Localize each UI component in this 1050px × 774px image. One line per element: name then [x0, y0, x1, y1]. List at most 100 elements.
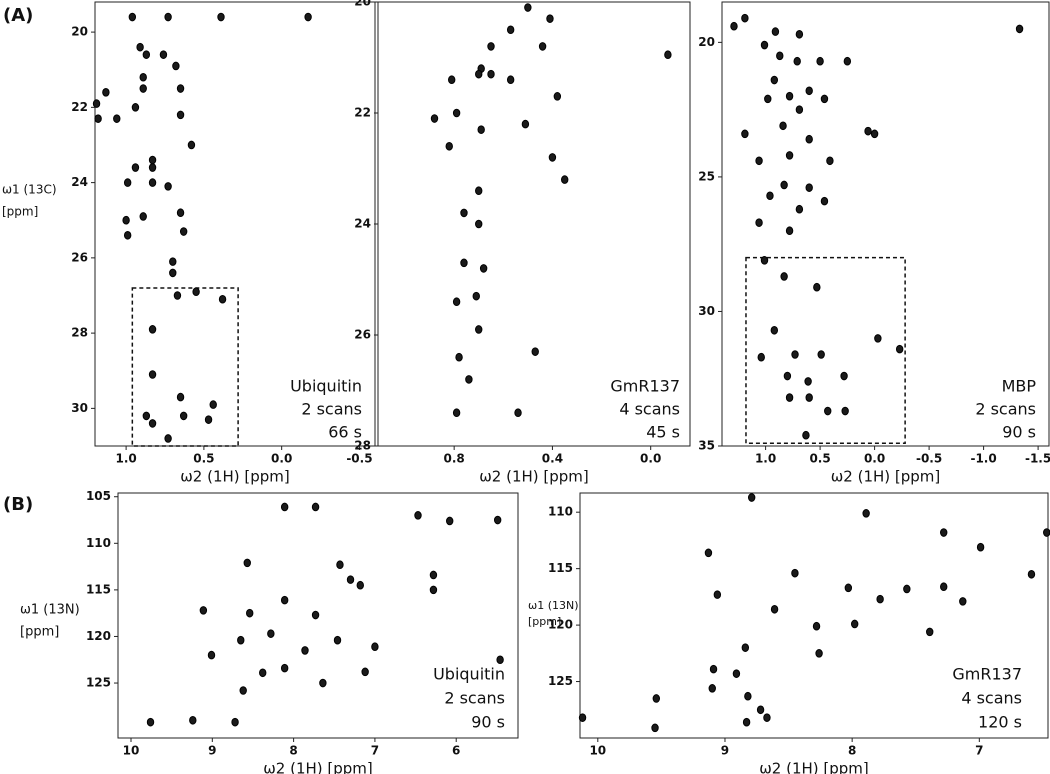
peak — [142, 50, 151, 59]
peak — [280, 663, 289, 673]
y-axis-label: ω1 (13N) — [20, 603, 80, 618]
peak — [876, 594, 884, 604]
peak — [976, 542, 985, 552]
peak — [148, 178, 157, 187]
x-axis-label: ω2 (1H) [ppm] — [263, 760, 373, 774]
annotation: MBP — [1002, 377, 1037, 396]
annotation: Ubiquitin — [433, 665, 505, 684]
x-tick-label: 0.8 — [444, 452, 465, 466]
peak — [301, 646, 309, 655]
peak — [805, 86, 813, 96]
peak — [776, 51, 784, 61]
peak — [243, 558, 251, 568]
x-axis-label: ω2 (1H) [ppm] — [831, 468, 941, 486]
peak — [148, 155, 157, 165]
peak — [940, 528, 948, 537]
peak — [805, 183, 813, 192]
peak — [148, 419, 157, 428]
peak — [131, 103, 140, 112]
peak — [903, 584, 911, 594]
peak — [176, 84, 185, 93]
peak — [475, 186, 483, 195]
peak — [218, 294, 227, 304]
peak — [747, 493, 756, 502]
peak — [780, 272, 788, 281]
peak — [785, 393, 794, 402]
y-tick-label: 24 — [354, 217, 371, 231]
peak — [709, 664, 718, 674]
peak — [652, 694, 661, 703]
peak — [793, 56, 801, 66]
peak — [139, 212, 147, 221]
peak — [173, 291, 182, 300]
plot-frame — [579, 492, 1049, 739]
peak — [764, 94, 772, 104]
peak — [820, 196, 829, 206]
peak — [333, 635, 342, 645]
x-tick-label: -0.5 — [916, 452, 942, 466]
peak — [430, 114, 439, 123]
peak — [1043, 528, 1050, 537]
peak — [744, 691, 752, 701]
peak — [844, 583, 853, 593]
peak — [756, 705, 765, 715]
peak — [506, 25, 515, 35]
peak — [159, 50, 168, 59]
peak — [429, 570, 438, 580]
peak — [785, 91, 794, 101]
peak — [538, 42, 547, 51]
peak — [850, 619, 859, 629]
peak — [123, 178, 132, 187]
peak — [770, 325, 779, 335]
peak — [311, 610, 320, 620]
peak — [356, 580, 364, 590]
peak — [741, 13, 749, 23]
peak — [742, 717, 751, 727]
peak — [760, 256, 769, 265]
x-tick-label: 7 — [975, 744, 983, 758]
x-tick-label: 10 — [123, 744, 140, 758]
peak — [123, 230, 132, 240]
x-tick-label: 10 — [589, 744, 606, 758]
peak — [553, 92, 562, 101]
peak — [452, 408, 461, 418]
peak — [199, 606, 208, 615]
peak — [452, 108, 461, 118]
y-tick-label: 24 — [71, 175, 88, 189]
peak — [465, 375, 473, 384]
peak — [524, 3, 532, 12]
peak — [446, 516, 454, 526]
peak — [280, 502, 289, 512]
peak — [136, 42, 144, 52]
peak — [179, 411, 188, 421]
peak — [732, 669, 741, 678]
peak — [843, 56, 852, 66]
peak — [812, 621, 821, 631]
peak — [817, 350, 825, 359]
peak — [128, 12, 137, 22]
peak — [479, 264, 488, 273]
peak — [209, 400, 217, 409]
peak — [239, 686, 247, 695]
y-tick-label: 115 — [548, 561, 573, 575]
peak — [531, 347, 539, 356]
y-tick-label: 22 — [71, 100, 88, 114]
peak — [766, 191, 774, 201]
peak — [795, 29, 804, 39]
y-tick-label: 28 — [71, 326, 88, 340]
peak — [741, 129, 749, 139]
y-tick-label: 25 — [698, 169, 715, 183]
annotation: 2 scans — [301, 400, 362, 419]
peak — [755, 218, 763, 227]
y-tick-label: 120 — [548, 618, 573, 632]
y-tick-label: 110 — [86, 536, 111, 550]
peak — [192, 287, 200, 297]
peak — [664, 50, 672, 60]
x-tick-label: 8 — [848, 744, 856, 758]
peak — [164, 434, 172, 443]
peak — [475, 325, 483, 334]
peak — [514, 408, 522, 418]
y-axis-label: ω1 (13N) — [528, 599, 579, 612]
peak — [259, 668, 267, 678]
